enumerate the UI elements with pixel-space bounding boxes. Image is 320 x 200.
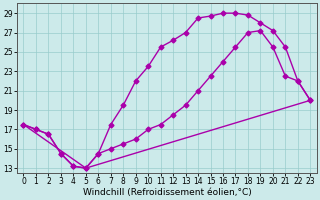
X-axis label: Windchill (Refroidissement éolien,°C): Windchill (Refroidissement éolien,°C) — [83, 188, 251, 197]
